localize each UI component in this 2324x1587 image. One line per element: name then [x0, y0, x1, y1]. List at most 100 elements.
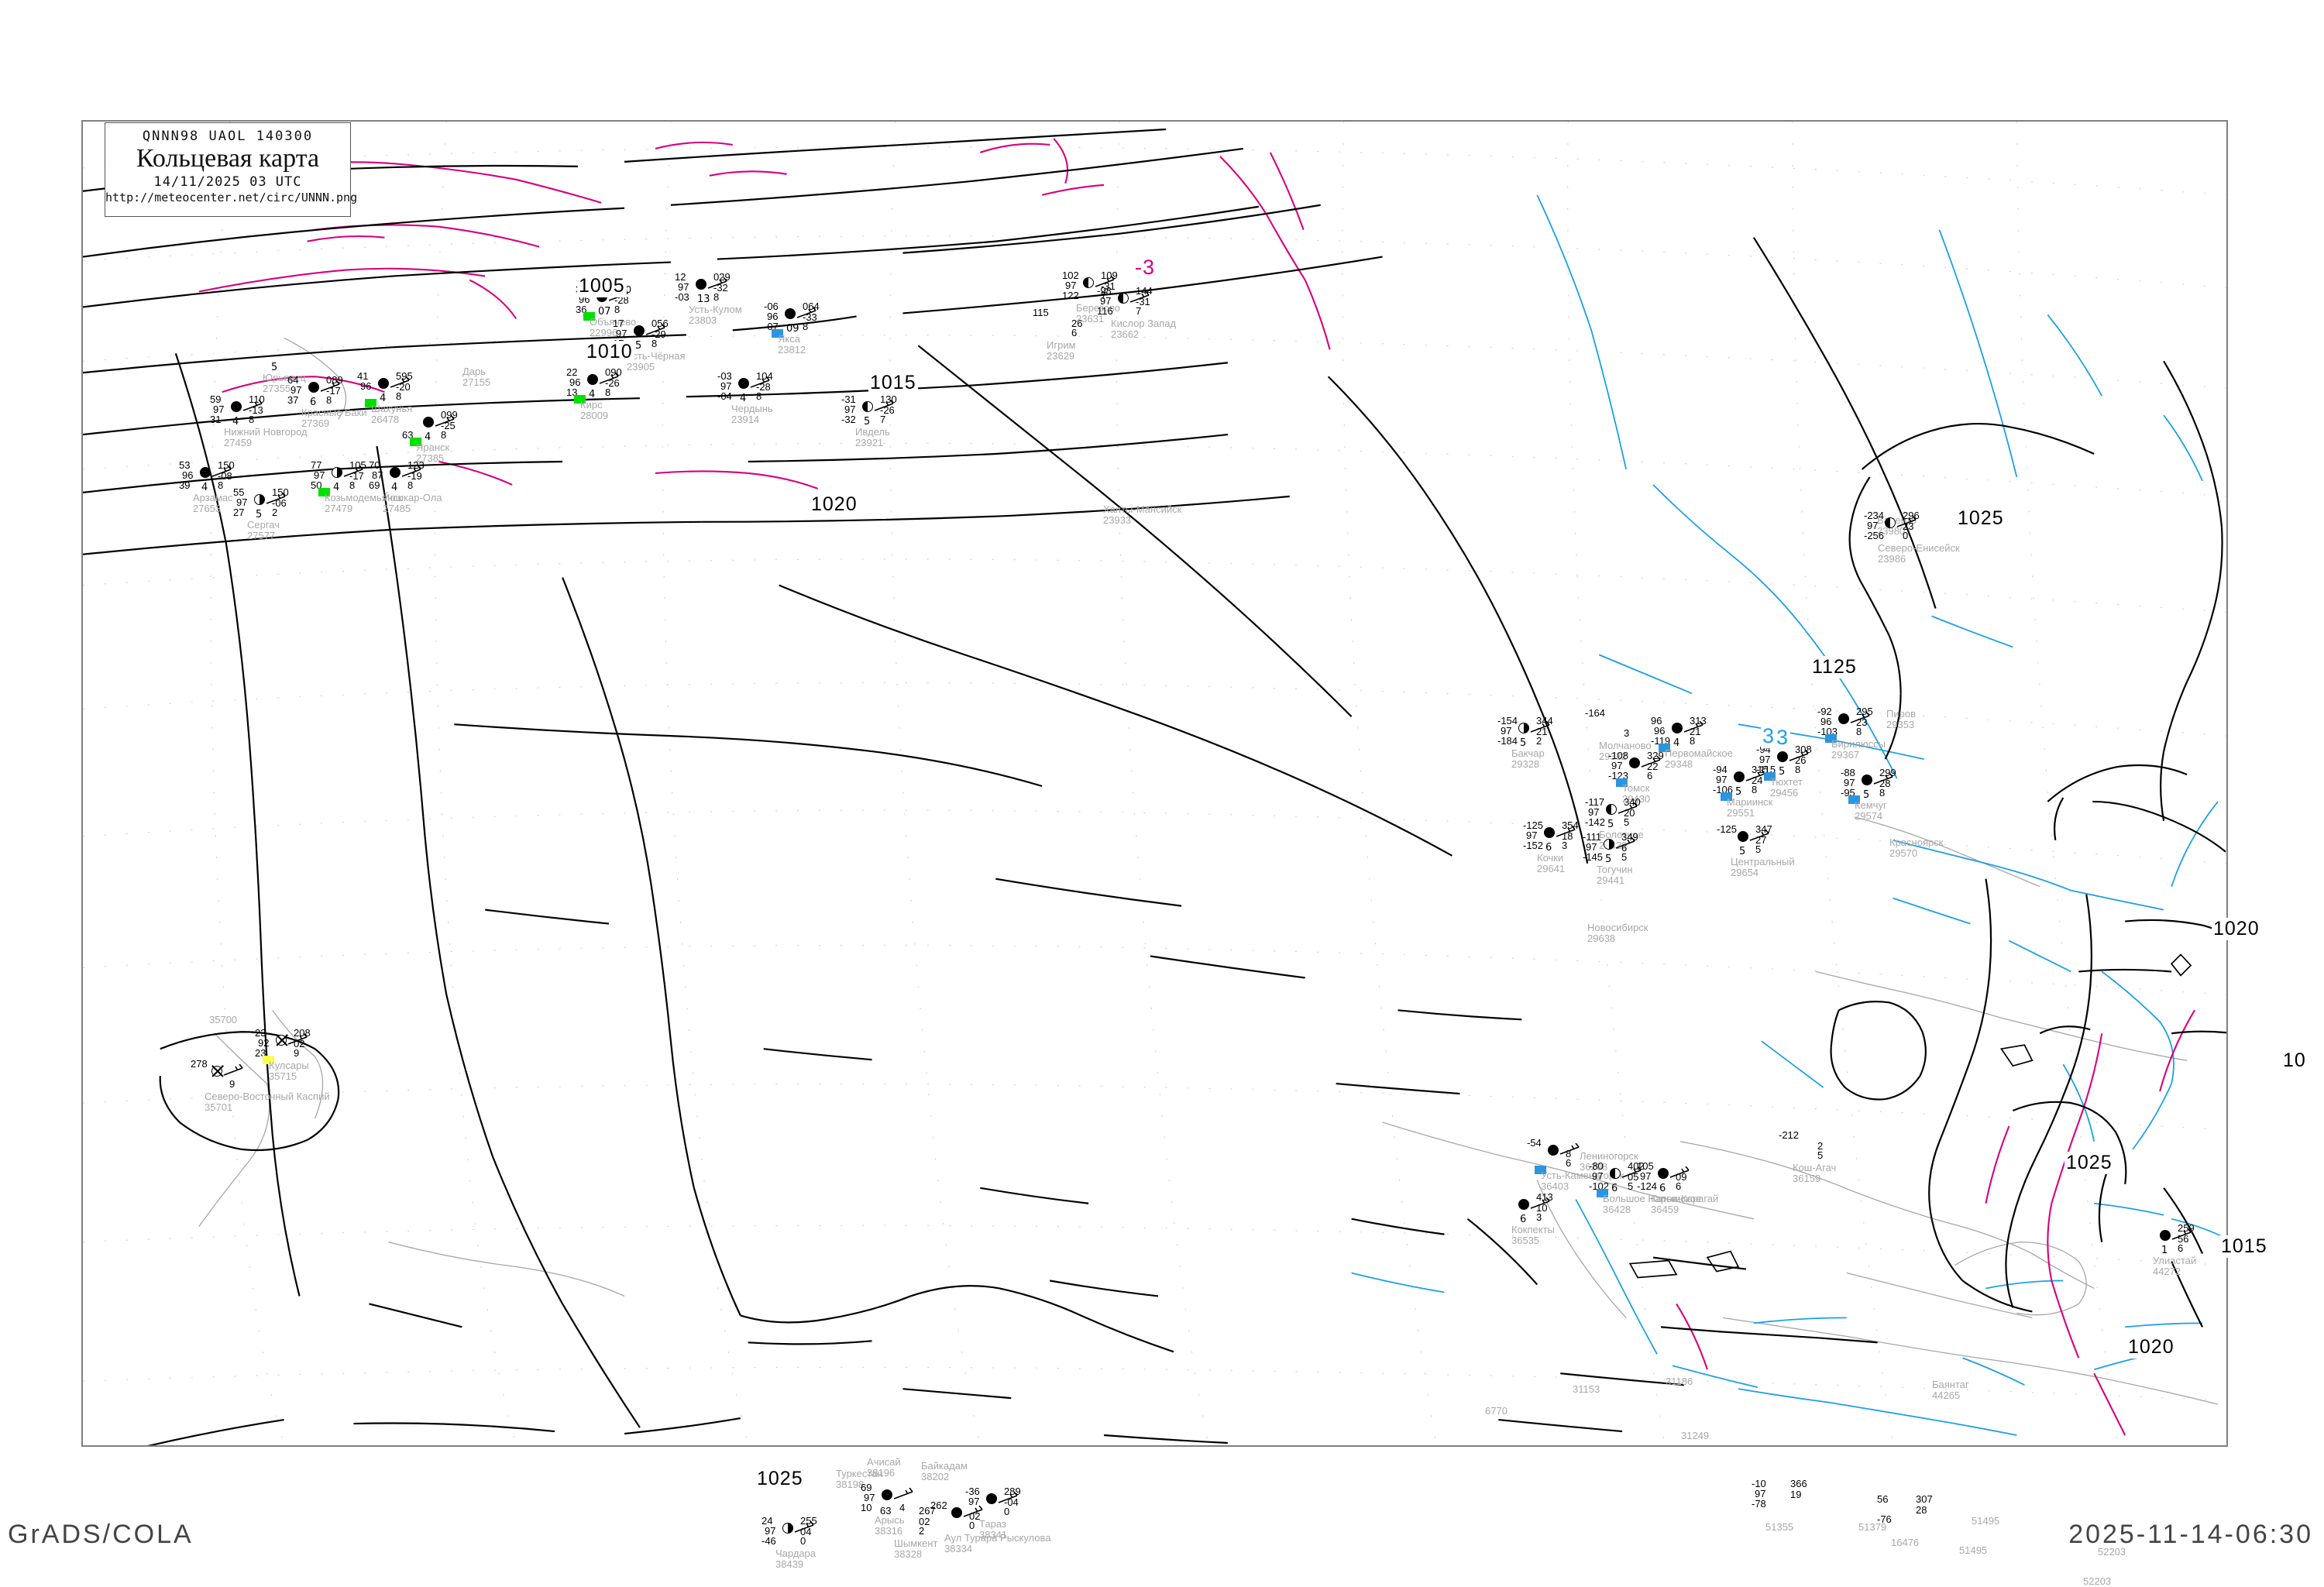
station-temperature: 53 — [179, 459, 191, 471]
wind-barb-icon — [242, 400, 263, 411]
station-name-label: Катон-Карагай 36459 — [1651, 1193, 1719, 1215]
station-dewpoint: -123 — [1608, 770, 1629, 781]
station-visibility: 97 — [1611, 760, 1623, 771]
source-url[interactable]: http://meteocenter.net/circ/UNNN.png — [105, 190, 358, 204]
station-low-cloud-code: 5 — [1735, 786, 1742, 798]
station-pressure: 150 — [218, 459, 235, 471]
station-cloud-cover-symbol — [1838, 713, 1849, 724]
station-dewpoint: -95 — [1841, 787, 1855, 799]
isotherm-label: -3 — [1133, 256, 1157, 280]
isobar-label: 1025 — [1956, 507, 2006, 530]
station-pressure: 349 — [1621, 831, 1638, 843]
station-cloud-amount: 8 — [396, 390, 402, 402]
weather-phenomenon-square — [410, 438, 421, 446]
station-temperature: -117 — [1585, 796, 1605, 808]
station-visibility: 97 — [1501, 725, 1512, 737]
station-name-label: Арзамас 27653 — [193, 492, 233, 514]
chart-title-box: QNNN98 UAOL 140300 Кольцевая карта 14/11… — [105, 122, 358, 217]
station-low-cloud-code: 4 — [333, 482, 340, 493]
station-dewpoint: -07 — [764, 321, 779, 332]
station-dewpoint: -115 — [1756, 764, 1776, 775]
weather-phenomenon-square — [583, 312, 595, 321]
station-cloud-amount: 8 — [349, 479, 356, 491]
station-pressure: 255 — [800, 1515, 817, 1527]
station-name-label: Усть-Каменогорск 36403 — [1541, 1170, 1624, 1192]
station-visibility: 97 — [314, 469, 325, 481]
weather-phenomenon-square — [1721, 792, 1732, 801]
station-low-cloud-code: 5 — [1739, 846, 1746, 857]
station-temperature: 23 — [255, 1027, 266, 1039]
station-visibility: 97 — [1755, 1488, 1766, 1499]
wind-barb-icon — [2171, 1228, 2192, 1240]
footer-attribution: GrADS/COLA — [8, 1520, 194, 1549]
station-temperature: 55 — [233, 486, 245, 498]
wind-barb-icon — [645, 324, 665, 335]
station-visibility: 97 — [1526, 830, 1538, 841]
weather-phenomenon-square — [1764, 772, 1776, 781]
station-visibility: 97 — [720, 380, 732, 392]
station-dewpoint: 23 — [255, 1047, 266, 1059]
station-cloud-cover-symbol — [634, 325, 645, 336]
station-dewpoint: -124 — [1637, 1180, 1658, 1192]
station-low-cloud-code: 4 — [1673, 737, 1680, 749]
station-dewpoint: 36 — [576, 304, 587, 315]
station-temperature: 278 — [191, 1058, 208, 1070]
station-pressure: 130 — [880, 393, 897, 405]
station-cloud-amount: 0 — [969, 1520, 975, 1531]
station-pressure: 150 — [272, 486, 289, 498]
station-cloud-amount: 0 — [800, 1535, 806, 1547]
weather-phenomenon-square — [1535, 1166, 1546, 1174]
station-cloud-cover-symbol — [882, 1489, 892, 1500]
wind-barb-icon — [1129, 291, 1150, 303]
map-vector-layer — [83, 122, 2226, 1445]
weather-phenomenon-square — [1825, 734, 1837, 743]
station-dewpoint: 13 — [566, 386, 578, 398]
station-temperature: -80 — [1589, 1160, 1604, 1172]
weather-phenomenon-square — [318, 488, 330, 496]
station-id-label: Дарь 27155 — [462, 366, 491, 388]
station-temperature: 262 — [930, 1499, 947, 1511]
station-visibility: 97 — [1867, 520, 1879, 531]
station-visibility: 96 — [569, 376, 581, 388]
station-temperature: 70 — [369, 459, 380, 471]
station-visibility: 96 — [1654, 725, 1666, 737]
station-temperature: -111 — [1583, 831, 1602, 843]
wind-barb-icon — [1850, 712, 1870, 723]
station-cloud-amount: 0 — [1903, 530, 1909, 541]
station-low-cloud-code: 5 — [1520, 737, 1527, 749]
station-name-label: Ивдель 23921 — [855, 426, 890, 448]
station-temperature: -94 — [1713, 764, 1728, 775]
weather-phenomenon-square — [365, 399, 376, 407]
station-visibility: 96 — [182, 469, 194, 481]
station-temperature: -212 — [1779, 1129, 1800, 1141]
station-low-cloud-code: 6 — [1545, 842, 1552, 854]
wind-barb-icon — [1669, 1166, 1690, 1178]
station-pressure: 064 — [803, 301, 820, 312]
wind-barb-icon — [1615, 837, 1635, 849]
station-name-label: Ачисай 38196 — [867, 1456, 901, 1479]
station-cloud-amount: 6 — [1071, 327, 1078, 338]
chart-datetime: 14/11/2025 03 UTC — [153, 173, 302, 190]
wind-barb-icon — [1556, 826, 1576, 837]
station-pressure-tendency: 02 — [919, 1516, 930, 1527]
station-cloud-cover-symbol — [308, 382, 319, 393]
weather-phenomenon-square — [1848, 795, 1860, 804]
station-cloud-amount: 8 — [803, 321, 809, 332]
station-pressure: 344 — [1536, 715, 1553, 727]
station-pressure: 329 — [1647, 750, 1664, 761]
station-name-label: Кирс 28009 — [580, 399, 609, 421]
station-cloud-cover-symbol — [332, 467, 342, 478]
isobar-label: 1025 — [755, 1468, 805, 1490]
wind-barb-icon — [998, 1492, 1018, 1503]
station-visibility: 96 — [1820, 716, 1832, 727]
station-cloud-cover-symbol — [782, 1523, 793, 1534]
station-id-label: Пиров 29353 — [1886, 708, 1916, 730]
station-name-label: Туркестан 38198 — [836, 1468, 883, 1490]
station-name-label: Байкадам 38202 — [921, 1460, 968, 1482]
station-pressure: 366 — [1790, 1478, 1807, 1489]
station-pressure: 347 — [1755, 823, 1772, 835]
station-temperature: -31 — [841, 393, 856, 405]
station-cloud-amount: 9 — [294, 1047, 300, 1059]
isobar-label: 1020 — [810, 493, 859, 516]
station-name-label: Новосибирск 29638 — [1587, 922, 1648, 944]
